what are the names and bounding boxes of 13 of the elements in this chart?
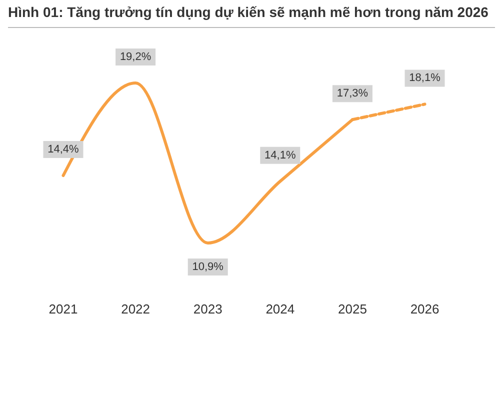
x-tick-label: 2021 xyxy=(48,302,78,316)
data-label: 17,3% xyxy=(336,88,368,100)
x-tick-label: 2025 xyxy=(338,302,367,316)
data-label: 19,2% xyxy=(120,51,152,63)
chart-title: Hình 01: Tăng trưởng tín dụng dự kiến sẽ mạnh mẽ hơn trong năm 2026 xyxy=(8,4,495,28)
x-tick-label: 2026 xyxy=(410,302,440,316)
data-label: 14,4% xyxy=(48,144,80,156)
data-label: 14,1% xyxy=(264,149,296,162)
data-label: 10,9% xyxy=(192,261,224,273)
data-label: 18,1% xyxy=(409,72,441,84)
x-tick-label: 2023 xyxy=(193,302,222,316)
x-tick-label: 2022 xyxy=(121,302,150,316)
x-tick-label: 2024 xyxy=(266,302,295,316)
